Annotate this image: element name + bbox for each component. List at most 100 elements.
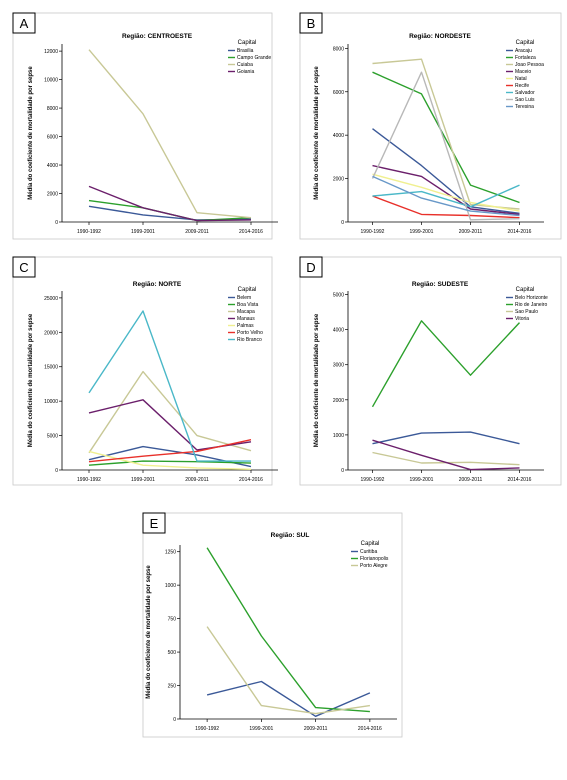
series-line-sao-luis	[371, 71, 520, 221]
chart-title: Região: CENTROESTE	[122, 33, 193, 40]
y-tick-label: 15000	[44, 365, 58, 371]
series-line-goiania	[88, 185, 252, 222]
legend-entry: Recife	[515, 83, 529, 89]
x-tick-label: 2009-2011	[185, 229, 209, 235]
y-axis-label: Média do coeficiente de mortalidade por …	[314, 66, 320, 200]
legend-title: Capital	[238, 40, 257, 46]
chart-panel-a: A Região: CENTROESTE 0 2000 4000 6000 8000 1000…	[12, 12, 278, 240]
y-tick-label: 0	[55, 468, 58, 474]
chart-title: Região: SUDESTE	[412, 281, 469, 288]
series-line-curitiba	[206, 680, 371, 717]
y-axis-label: Média do coeficiente de mortalidade por …	[314, 313, 320, 447]
y-tick-label: 1000	[165, 583, 176, 589]
panel-label-box	[299, 12, 323, 34]
legend-title: Capital	[361, 541, 380, 547]
panel-label-text: E	[150, 516, 159, 531]
x-tick-label: 1990-1992	[361, 229, 385, 235]
x-tick-label: 1999-2001	[131, 229, 155, 235]
y-tick-label: 0	[173, 717, 176, 723]
x-tick-label: 1990-1992	[77, 229, 101, 235]
y-axis-label: Média do coeficiente de mortalidade por …	[146, 565, 152, 699]
panel-frame	[299, 256, 562, 486]
y-tick-label: 6000	[47, 135, 58, 141]
series-line-vitoria	[372, 439, 520, 471]
x-tick-label: 1999-2001	[410, 229, 434, 235]
legend-entry: Natal	[515, 76, 527, 82]
legend-entry: Belem	[237, 295, 251, 301]
x-tick-label: 1990-1992	[195, 726, 219, 732]
legend-entry: Joao Pessoa	[515, 62, 544, 68]
x-tick-label: 1999-2001	[410, 477, 434, 483]
series-line-teresina	[372, 175, 520, 217]
legend-entry: Florianopolis	[360, 556, 389, 562]
legend-title: Capital	[516, 40, 535, 46]
series-line-recife	[372, 195, 520, 219]
panel-frame	[12, 256, 273, 486]
y-tick-label: 0	[341, 468, 344, 474]
legend-entry: Palmas	[237, 323, 254, 329]
y-tick-label: 5000	[333, 293, 344, 299]
panel-frame	[12, 12, 273, 240]
chart-panel-c: C Região: NORTE 0 5000 10000 15000 20000 25000 1…	[12, 256, 278, 486]
y-tick-label: 0	[55, 220, 58, 226]
panel-frame	[299, 12, 562, 240]
x-tick-label: 2014-2016	[508, 229, 532, 235]
x-tick-label: 1999-2001	[131, 477, 155, 483]
y-tick-label: 1000	[333, 433, 344, 439]
panel-label-text: B	[307, 16, 316, 31]
legend-entry: Sao Paulo	[515, 309, 538, 315]
panel-label-box	[142, 512, 166, 534]
series-line-maceio	[372, 164, 520, 216]
panel-label-box	[12, 256, 36, 278]
y-tick-label: 500	[168, 650, 177, 656]
x-tick-label: 2014-2016	[508, 477, 532, 483]
series-line-belo-horizonte	[372, 431, 520, 445]
legend-entry: Sao Luis	[515, 97, 535, 103]
legend-entry: Vitoria	[515, 316, 529, 322]
panel-label-box	[12, 12, 36, 34]
series-line-cuiaba	[88, 49, 252, 219]
y-tick-label: 8000	[47, 106, 58, 112]
legend-entry: Brasilia	[237, 48, 254, 54]
series-line-salvador	[372, 184, 520, 208]
y-tick-label: 2000	[333, 398, 344, 404]
y-tick-label: 10000	[44, 78, 58, 84]
chart-title: Região: NORTE	[133, 281, 182, 288]
legend-entry: Boa Vista	[237, 302, 259, 308]
legend-title: Capital	[238, 287, 257, 293]
y-axis-label: Média do coeficiente de mortalidade por …	[28, 66, 34, 200]
legend-entry: Aracaju	[515, 48, 532, 54]
chart-panel-b: B Região: NORDESTE 0 2000 4000 6000 8000 1990-1…	[299, 12, 562, 240]
series-line-fortaleza	[372, 71, 520, 204]
y-tick-label: 4000	[47, 163, 58, 169]
legend-entry: Porto Velho	[237, 330, 263, 336]
series-line-porto-alegre	[206, 626, 371, 715]
panel-label: E	[142, 512, 166, 534]
chart-title: Região: NORDESTE	[409, 33, 471, 40]
series-line-natal	[372, 173, 520, 212]
x-tick-label: 2009-2011	[185, 477, 209, 483]
panel-label: A	[12, 12, 36, 34]
panel-label-text: A	[20, 16, 29, 31]
panel-label: C	[12, 256, 36, 278]
legend-entry: Belo Horizonte	[515, 295, 548, 301]
y-tick-label: 2000	[333, 177, 344, 183]
x-tick-label: 1999-2001	[249, 726, 273, 732]
series-line-boa-vista	[88, 460, 252, 466]
y-tick-label: 12000	[44, 49, 58, 55]
x-tick-label: 2014-2016	[358, 726, 382, 732]
y-axis-label: Média do coeficiente de mortalidade por …	[28, 313, 34, 447]
legend-entry: Goiania	[237, 69, 254, 75]
y-tick-label: 25000	[44, 296, 58, 302]
legend-entry: Campo Grande	[237, 55, 271, 61]
series-line-macapa	[88, 370, 252, 454]
y-tick-label: 4000	[333, 133, 344, 139]
y-tick-label: 1250	[165, 550, 176, 556]
x-tick-label: 2014-2016	[239, 477, 263, 483]
y-tick-label: 10000	[44, 399, 58, 405]
